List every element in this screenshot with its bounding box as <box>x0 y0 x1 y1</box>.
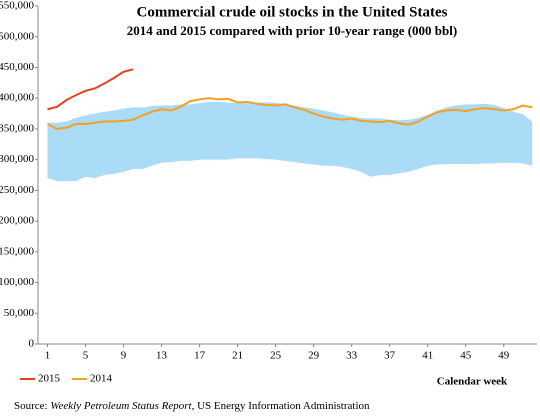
x-tick-label: 5 <box>83 350 89 362</box>
x-tick-label: 41 <box>422 350 433 362</box>
chart-subtitle: 2014 and 2015 compared with prior 10-yea… <box>127 23 457 38</box>
x-tick-label: 25 <box>270 350 282 362</box>
source-part: , US Energy Information Administration <box>192 400 370 412</box>
legend-label: 2014 <box>90 373 113 385</box>
y-tick-label: 150,000 <box>0 245 35 257</box>
series-line <box>47 68 134 111</box>
source-part: Source: <box>14 400 50 412</box>
x-tick-label: 9 <box>121 350 127 362</box>
x-tick-label: 1 <box>45 350 51 362</box>
x-tick-label: 49 <box>498 350 510 362</box>
source-part: Weekly Petroleum Status Report <box>50 400 192 412</box>
y-tick-label: 200,000 <box>0 215 35 227</box>
y-tick-label: 500,000 <box>0 30 35 42</box>
y-tick-label: 300,000 <box>0 153 35 165</box>
series-line <box>47 97 533 130</box>
x-tick-label: 13 <box>156 350 168 362</box>
y-tick-label: 250,000 <box>0 184 35 196</box>
y-tick-label: 450,000 <box>0 61 35 73</box>
x-tick-label: 21 <box>232 350 243 362</box>
x-axis-label: Calendar week <box>437 376 508 388</box>
y-tick-label: 50,000 <box>4 307 35 319</box>
x-tick-label: 45 <box>460 350 472 362</box>
y-tick-label: 100,000 <box>0 276 35 288</box>
legend-label: 2015 <box>38 373 61 385</box>
range-band <box>47 101 533 182</box>
chart-title: Commercial crude oil stocks in the Unite… <box>137 4 448 20</box>
x-tick-label: 29 <box>308 350 320 362</box>
y-tick-label: 550,000 <box>0 0 35 12</box>
y-tick-label: 400,000 <box>0 92 35 104</box>
source: Source: Weekly Petroleum Status Report, … <box>14 400 370 412</box>
x-tick-label: 33 <box>346 350 358 362</box>
y-tick-label: 0 <box>29 338 35 350</box>
x-tick-label: 37 <box>384 350 396 362</box>
y-tick-label: 350,000 <box>0 122 35 134</box>
x-tick-label: 17 <box>194 350 206 362</box>
